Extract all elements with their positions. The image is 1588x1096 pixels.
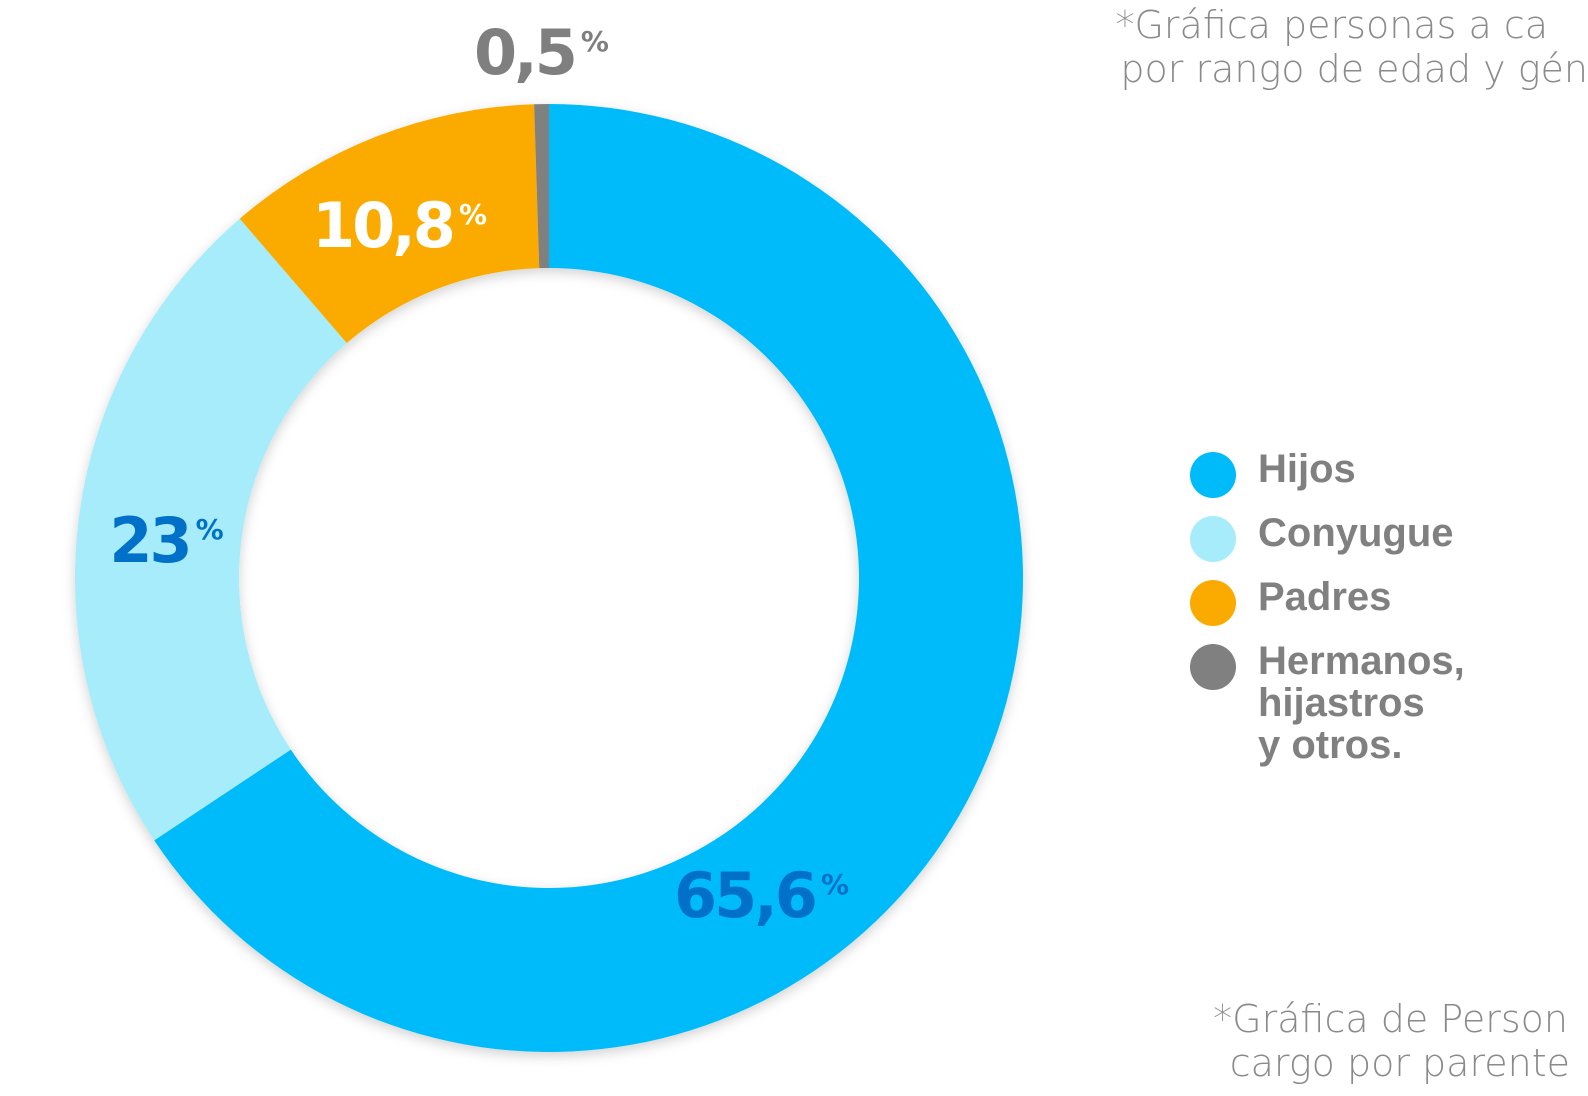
legend-swatch [1190, 644, 1236, 690]
value-label: 10,8% [312, 189, 487, 262]
value-label: 0,5% [474, 16, 609, 89]
donut-slice [239, 104, 540, 344]
donut-slice [154, 104, 1024, 1052]
donut-slice [534, 104, 549, 269]
legend-item: Hermanos, hijastros y otros. [1190, 640, 1550, 766]
donut [74, 104, 1024, 1052]
legend-label: Conyugue [1258, 511, 1454, 555]
legend-swatch [1190, 516, 1236, 562]
legend-label: Hermanos, hijastros y otros. [1258, 639, 1465, 767]
legend: Hijos Conyugue Padres Hermanos, hijastros y… [1190, 448, 1550, 780]
annotation: cargo por parente [1230, 1041, 1570, 1085]
legend-item: Padres [1190, 576, 1550, 626]
annotation: *Gráfica de Person [1213, 997, 1568, 1041]
annotation: *Gráfica personas a ca [1115, 3, 1548, 47]
legend-swatch [1190, 452, 1236, 498]
legend-swatch [1190, 580, 1236, 626]
legend-label: Hijos [1258, 447, 1356, 491]
legend-item: Hijos [1190, 448, 1550, 498]
legend-label: Padres [1258, 575, 1392, 619]
annotation: por rango de edad y gén [1120, 47, 1588, 91]
value-label: 23% [109, 504, 223, 577]
legend-item: Conyugue [1190, 512, 1550, 562]
donut-slice [74, 218, 347, 841]
